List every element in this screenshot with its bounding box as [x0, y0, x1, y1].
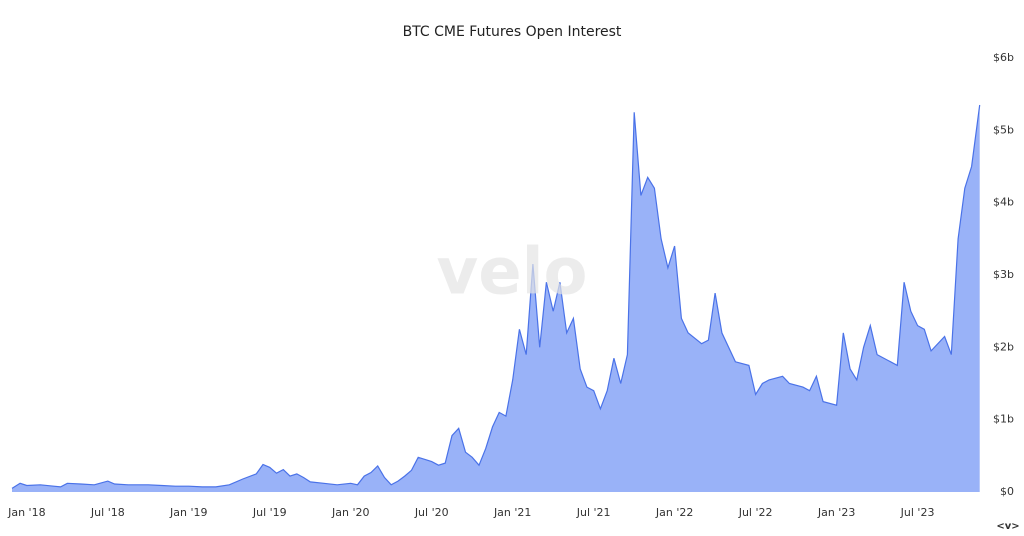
chart-title: BTC CME Futures Open Interest — [403, 24, 622, 40]
y-tick-label: $4b — [993, 196, 1014, 209]
x-tick-label: Jul '20 — [414, 506, 449, 519]
x-tick-label: Jan '20 — [331, 506, 369, 519]
nav-toggle[interactable]: <v> — [996, 521, 1019, 532]
area — [12, 105, 980, 492]
y-tick-label: $3b — [993, 268, 1014, 281]
y-tick-label: $5b — [993, 123, 1014, 136]
x-tick-label: Jul '19 — [252, 506, 287, 519]
x-tick-label: Jul '21 — [576, 506, 611, 519]
y-tick-label: $6b — [993, 51, 1014, 64]
y-tick-label: $2b — [993, 340, 1014, 353]
x-tick-label: Jul '22 — [738, 506, 773, 519]
watermark: velo — [436, 236, 587, 310]
x-tick-label: Jan '18 — [7, 506, 45, 519]
y-tick-label: $1b — [993, 413, 1014, 426]
line — [11, 104, 981, 489]
x-tick-label: Jul '23 — [900, 506, 935, 519]
x-tick-label: Jul '18 — [90, 506, 125, 519]
y-tick-label: $0 — [1000, 485, 1014, 498]
x-tick-label: Jan '19 — [169, 506, 207, 519]
x-tick-label: Jan '22 — [655, 506, 693, 519]
x-tick-label: Jan '21 — [493, 506, 531, 519]
x-tick-label: Jan '23 — [817, 506, 855, 519]
